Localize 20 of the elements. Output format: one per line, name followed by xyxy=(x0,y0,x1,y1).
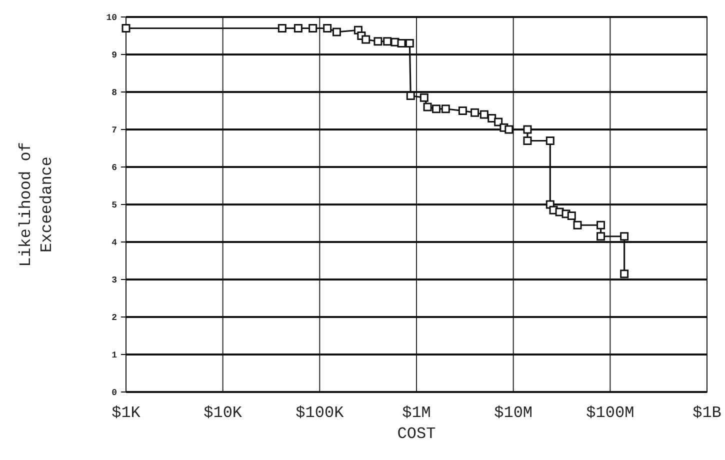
y-tick-label: 8 xyxy=(112,88,117,98)
x-tick-label: $10M xyxy=(494,404,533,422)
x-tick-label: $1M xyxy=(402,404,431,422)
x-axis-title: COST xyxy=(397,425,436,443)
y-tick-label: 5 xyxy=(112,200,117,211)
y-tick-label: 3 xyxy=(112,276,117,286)
y-tick-label: 9 xyxy=(112,50,117,61)
x-tick-label: $1K xyxy=(112,404,141,422)
y-tick-label: 1 xyxy=(112,350,118,361)
y-tick-label: 7 xyxy=(112,126,117,136)
y-tick-label: 10 xyxy=(106,13,117,24)
x-tick-label: $100M xyxy=(586,404,634,422)
y-tick-label: 2 xyxy=(112,313,117,324)
y-tick-label: 0 xyxy=(112,388,117,398)
x-tick-label: $1B xyxy=(692,404,722,422)
y-tick-label: 4 xyxy=(112,238,118,248)
y-tick-label: 6 xyxy=(112,163,117,174)
x-tick-label: $100K xyxy=(296,404,344,422)
x-tick-label: $10K xyxy=(204,404,242,422)
y-axis-title: Likelihood of Exceedance xyxy=(17,142,56,267)
